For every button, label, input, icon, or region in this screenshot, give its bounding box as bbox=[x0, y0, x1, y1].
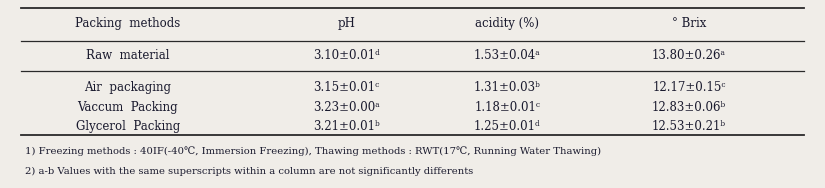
Text: 1.25±0.01ᵈ: 1.25±0.01ᵈ bbox=[474, 120, 540, 133]
Text: 1.31±0.03ᵇ: 1.31±0.03ᵇ bbox=[474, 81, 541, 94]
Text: 13.80±0.26ᵃ: 13.80±0.26ᵃ bbox=[652, 49, 726, 62]
Text: 3.10±0.01ᵈ: 3.10±0.01ᵈ bbox=[313, 49, 380, 62]
Text: 3.23±0.00ᵃ: 3.23±0.00ᵃ bbox=[314, 101, 380, 114]
Text: 2) a-b Values with the same superscripts within a column are not significantly d: 2) a-b Values with the same superscripts… bbox=[25, 167, 473, 176]
Text: ° Brix: ° Brix bbox=[672, 17, 706, 30]
Text: 1.53±0.04ᵃ: 1.53±0.04ᵃ bbox=[474, 49, 540, 62]
Text: 12.83±0.06ᵇ: 12.83±0.06ᵇ bbox=[652, 101, 726, 114]
Text: Raw  material: Raw material bbox=[86, 49, 170, 62]
Text: 1.18±0.01ᶜ: 1.18±0.01ᶜ bbox=[474, 101, 540, 114]
Text: Air  packaging: Air packaging bbox=[84, 81, 172, 94]
Text: 3.15±0.01ᶜ: 3.15±0.01ᶜ bbox=[314, 81, 380, 94]
Text: 12.17±0.15ᶜ: 12.17±0.15ᶜ bbox=[652, 81, 726, 94]
Text: Vaccum  Packing: Vaccum Packing bbox=[78, 101, 178, 114]
Text: 1) Freezing methods : 40IF(-40℃, Immersion Freezing), Thawing methods : RWT(17℃,: 1) Freezing methods : 40IF(-40℃, Immersi… bbox=[25, 146, 601, 156]
Text: pH: pH bbox=[337, 17, 356, 30]
Text: 12.53±0.21ᵇ: 12.53±0.21ᵇ bbox=[652, 120, 726, 133]
Text: 3.21±0.01ᵇ: 3.21±0.01ᵇ bbox=[314, 120, 380, 133]
Text: Packing  methods: Packing methods bbox=[75, 17, 181, 30]
Text: Glycerol  Packing: Glycerol Packing bbox=[76, 120, 180, 133]
Text: acidity (%): acidity (%) bbox=[475, 17, 540, 30]
